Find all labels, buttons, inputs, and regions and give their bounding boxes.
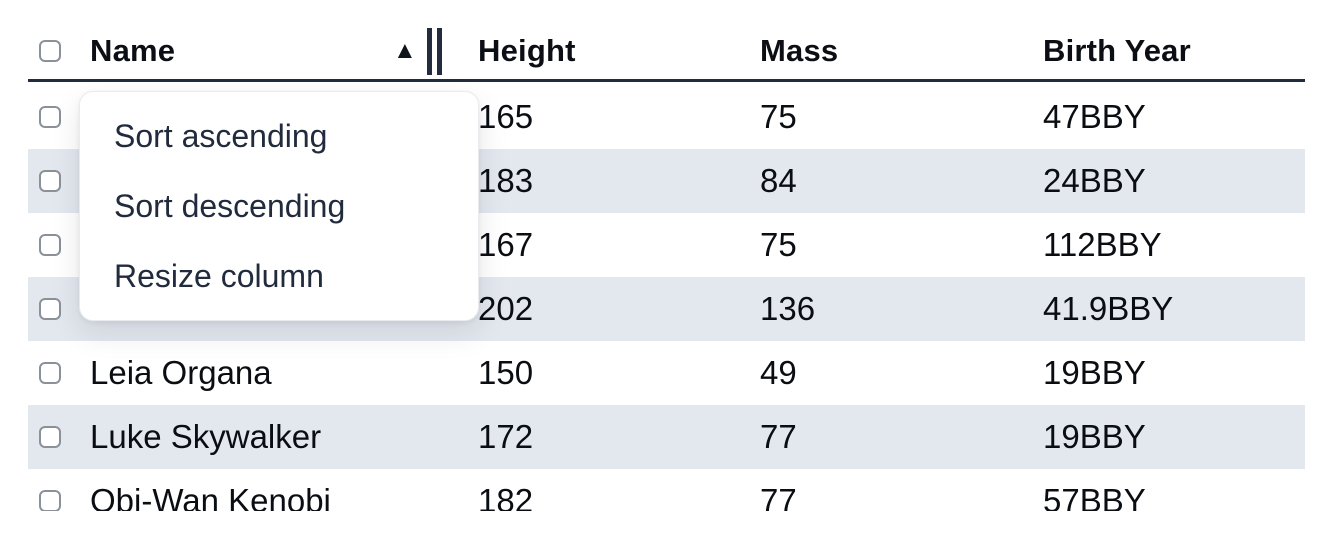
row-checkbox[interactable] (39, 426, 61, 448)
cell-mass: 77 (760, 418, 797, 455)
cell-birth-year: 19BBY (1043, 418, 1146, 455)
column-header-name[interactable]: Name (90, 33, 176, 68)
cell-birth-year: 24BBY (1043, 162, 1146, 199)
cell-birth-year: 112BBY (1043, 226, 1162, 263)
cell-height: 167 (478, 226, 534, 263)
cell-mass: 77 (760, 482, 797, 511)
data-table: Name ▲ Height Mass Birth Year 165 75 47B… (28, 0, 1305, 511)
table-body: 165 75 47BBY 183 84 24BBY 167 75 112BBY (28, 85, 1305, 511)
row-checkbox[interactable] (39, 170, 61, 192)
table-row: 167 75 112BBY (28, 213, 1305, 277)
cell-birth-year: 41.9BBY (1043, 290, 1174, 327)
cell-height: 172 (478, 418, 534, 455)
cell-height: 182 (478, 482, 534, 511)
cell-name: Leia Organa (90, 354, 272, 391)
column-header-birth-year[interactable]: Birth Year (1043, 33, 1191, 68)
cell-height: 165 (478, 98, 534, 135)
column-header-height[interactable]: Height (478, 33, 576, 68)
cell-mass: 136 (760, 290, 816, 327)
column-header-mass[interactable]: Mass (760, 33, 839, 68)
cell-name: Luke Skywalker (90, 418, 322, 455)
table-row: Obi-Wan Kenobi 182 77 57BBY (28, 469, 1305, 511)
column-context-menu: Sort ascending Sort descending Resize co… (79, 91, 479, 321)
menu-item-resize-column[interactable]: Resize column (114, 257, 324, 294)
table-row: Leia Organa 150 49 19BBY (28, 341, 1305, 405)
sort-ascending-icon[interactable]: ▲ (393, 37, 417, 64)
cell-height: 202 (478, 290, 534, 327)
cell-birth-year: 19BBY (1043, 354, 1146, 391)
row-checkbox[interactable] (39, 106, 61, 128)
cell-birth-year: 57BBY (1043, 482, 1146, 511)
select-all-checkbox[interactable] (39, 40, 61, 62)
table-row: Luke Skywalker 172 77 19BBY (28, 405, 1305, 469)
cell-height: 183 (478, 162, 534, 199)
cell-height: 150 (478, 354, 534, 391)
row-checkbox[interactable] (39, 490, 61, 511)
menu-item-sort-descending[interactable]: Sort descending (114, 187, 346, 224)
column-resize-handle[interactable] (427, 28, 442, 75)
table-header-row: Name ▲ Height Mass Birth Year (28, 0, 1305, 82)
row-checkbox[interactable] (39, 234, 61, 256)
cell-name: Obi-Wan Kenobi (90, 482, 331, 511)
menu-item-sort-ascending[interactable]: Sort ascending (114, 117, 328, 154)
cell-mass: 75 (760, 226, 797, 263)
cell-mass: 84 (760, 162, 797, 199)
cell-mass: 75 (760, 98, 797, 135)
row-checkbox[interactable] (39, 298, 61, 320)
table-row: 165 75 47BBY (28, 85, 1305, 149)
cell-birth-year: 47BBY (1043, 98, 1146, 135)
cell-mass: 49 (760, 354, 797, 391)
row-checkbox[interactable] (39, 362, 61, 384)
